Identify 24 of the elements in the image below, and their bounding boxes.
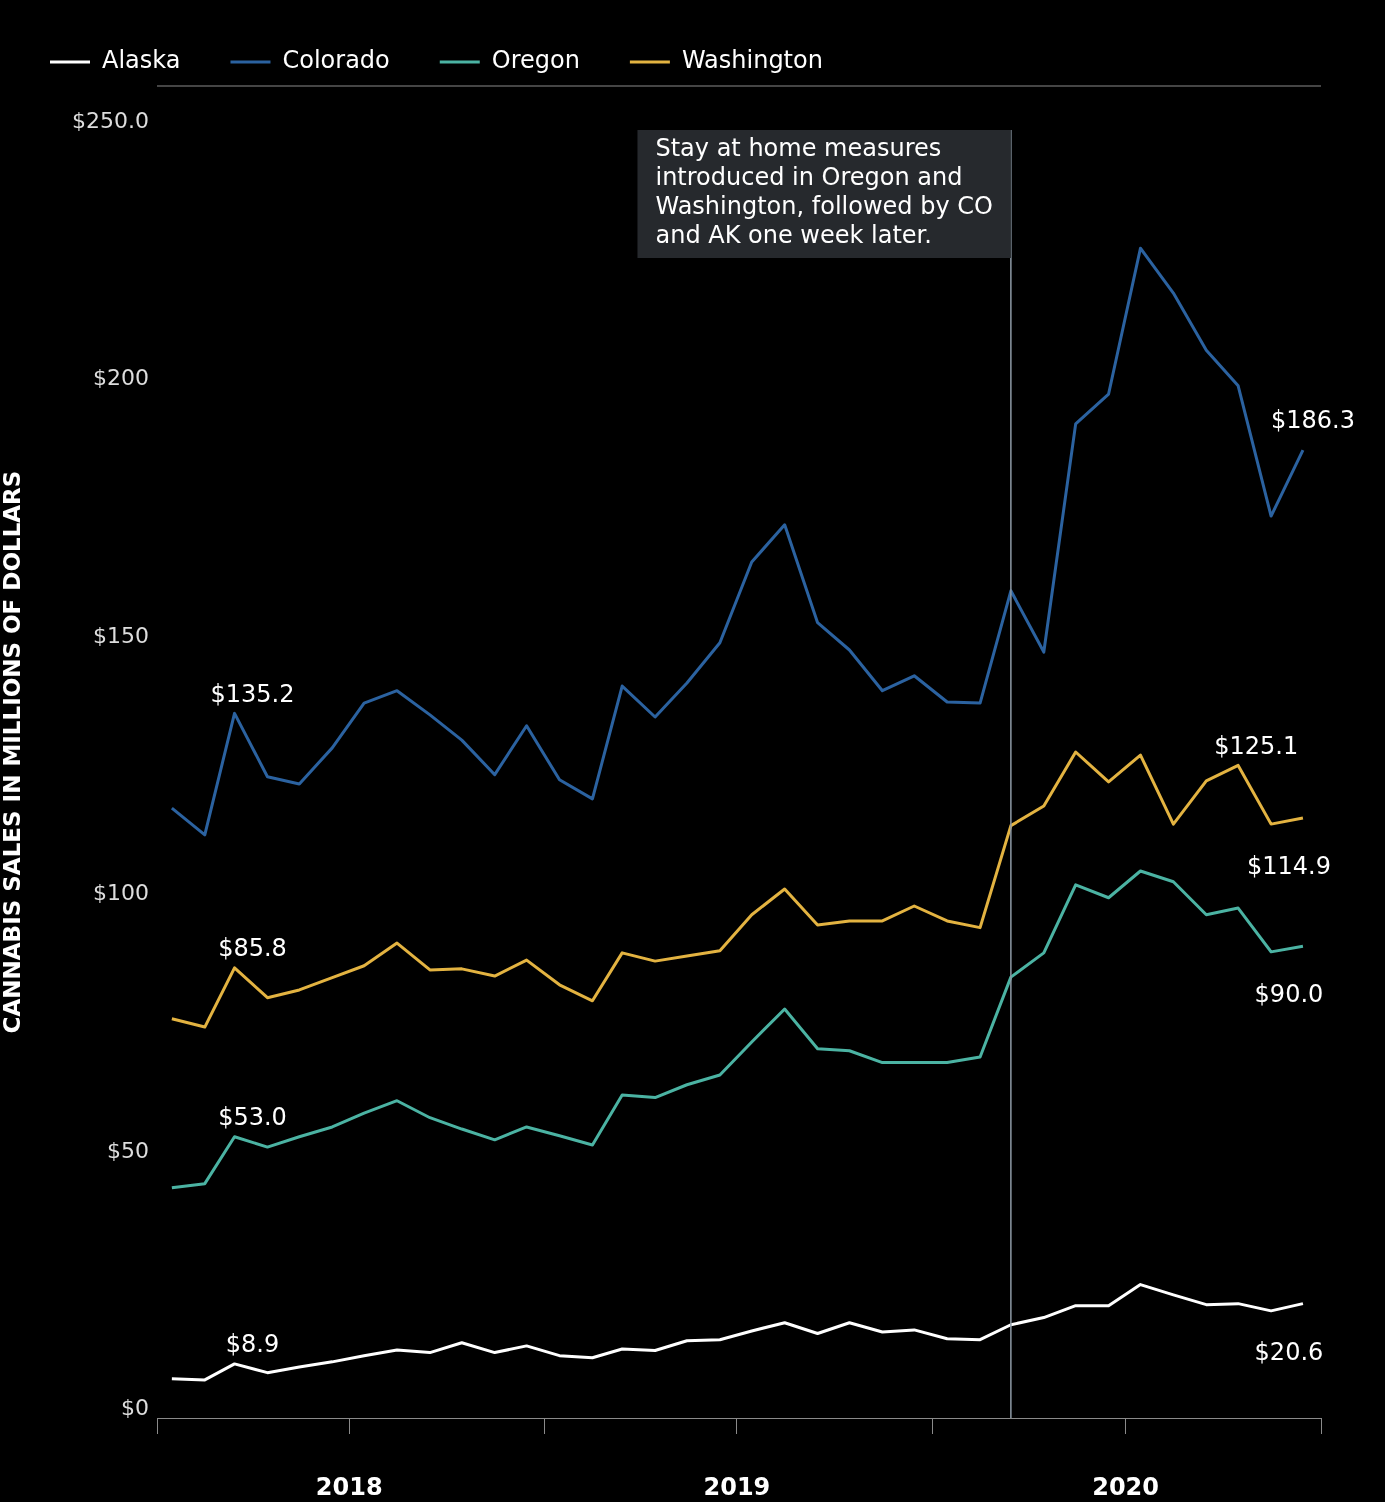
y-tick-label: $200 bbox=[93, 365, 149, 391]
y-tick-label: $50 bbox=[107, 1137, 149, 1163]
x-tick-label: 2019 bbox=[703, 1472, 771, 1501]
x-tick-label: 2018 bbox=[315, 1472, 383, 1501]
x-tick-label: 2020 bbox=[1092, 1472, 1159, 1501]
y-tick-label: $0 bbox=[121, 1395, 149, 1421]
data-label: $20.6 bbox=[1254, 1337, 1324, 1366]
legend-label: Alaska bbox=[102, 46, 181, 75]
legend-label: Oregon bbox=[491, 46, 580, 75]
legend-label: Washington bbox=[681, 46, 823, 75]
ref-line-label: Stay at home measures introduced in Oregon and Washington, followed by CO and AK one week later. bbox=[655, 134, 993, 250]
data-label: $114.9 bbox=[1246, 852, 1331, 881]
data-label: $8.9 bbox=[225, 1330, 280, 1359]
y-tick-label: $100 bbox=[93, 880, 149, 906]
y-tick-label: $150 bbox=[93, 622, 149, 648]
data-label: $90.0 bbox=[1254, 980, 1324, 1009]
legend-label: Colorado bbox=[282, 46, 390, 75]
y-axis-title: CANNABIS SALES IN MILLIONS OF DOLLARS bbox=[0, 470, 25, 1034]
data-label: $135.2 bbox=[210, 679, 295, 708]
data-label: $85.8 bbox=[218, 934, 287, 963]
data-label: $186.3 bbox=[1270, 406, 1355, 435]
data-label: $125.1 bbox=[1214, 731, 1299, 760]
y-tick-label: $250.0 bbox=[72, 107, 149, 133]
data-label: $53.0 bbox=[218, 1103, 287, 1131]
